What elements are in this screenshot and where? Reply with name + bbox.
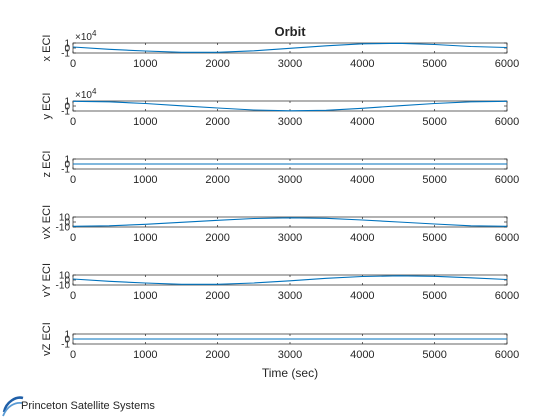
x-tick-label: 5000 [422,116,446,128]
y-tick-label: -1 [61,165,70,176]
x-tick-label: 5000 [422,232,446,244]
y-tick-label: -1 [61,49,70,60]
y-axis-label: vX ECI [41,205,53,239]
x-tick-label: 3000 [278,232,302,244]
x-axis-label: Time (sec) [262,366,318,380]
x-tick-label: 2000 [205,58,229,70]
orbit-swoosh-icon [2,396,24,417]
x-tick-label: 1000 [133,174,157,186]
series-line [72,42,508,53]
company-logo: Princeton Satellite Systems [2,392,182,418]
x-tick-label: 6000 [495,58,519,70]
y-exponent-power: 4 [92,87,97,96]
x-tick-label: 4000 [350,232,374,244]
y-tick-label: 1 [64,155,70,166]
x-tick-label: 0 [70,232,76,244]
x-tick-label: 1000 [133,290,157,302]
x-tick-label: 3000 [278,116,302,128]
x-tick-label: 1000 [133,232,157,244]
x-tick-label: 5000 [422,58,446,70]
x-tick-label: 0 [70,174,76,186]
y-tick-label: 0 [64,160,70,171]
x-tick-label: 2000 [205,174,229,186]
x-tick-label: 3000 [278,349,302,361]
x-tick-label: 0 [70,116,76,128]
x-tick-label: 4000 [350,290,374,302]
y-axis-label: vY ECI [41,263,53,297]
subplot-3: 0 1000 2000 3000 4000 5000 6000 10-1 z ECI [41,151,519,186]
x-tick-label: 4000 [350,174,374,186]
y-axis-label: x ECI [41,35,53,62]
x-tick-label: 6000 [495,349,519,361]
y-tick-label: 10 [59,213,71,224]
y-tick-label: 0 [64,335,70,346]
x-tick-label: 2000 [205,232,229,244]
x-tick-label: 0 [70,290,76,302]
y-tick-label: -1 [61,340,70,351]
x-tick-label: 6000 [495,174,519,186]
x-tick-label: 2000 [205,116,229,128]
y-tick-label: 1 [64,97,70,108]
y-tick-label: 0 [64,44,70,55]
x-tick-label: 3000 [278,58,302,70]
x-tick-label: 5000 [422,349,446,361]
x-tick-label: 1000 [133,349,157,361]
y-exponent-label: ×104 [75,29,97,43]
y-tick-label: 0 [64,102,70,113]
x-tick-label: 5000 [422,290,446,302]
x-tick-label: 6000 [495,232,519,244]
subplot-2: 0 1000 2000 3000 4000 5000 6000 10-1 y ECI ×104 [41,87,519,128]
y-tick-label: 0 [64,276,70,287]
series-line [72,217,508,227]
x-tick-label: 2000 [205,290,229,302]
x-tick-label: 4000 [350,116,374,128]
y-exponent-power: 4 [92,29,97,38]
x-tick-label: 3000 [278,290,302,302]
y-axis-label: z ECI [41,151,53,178]
x-tick-label: 5000 [422,174,446,186]
x-tick-label: 6000 [495,116,519,128]
y-tick-label: -1 [61,107,70,118]
y-axis-label: y ECI [41,93,53,120]
x-tick-label: 2000 [205,349,229,361]
subplot-1: 0 1000 2000 3000 4000 5000 6000 10-1 x ECI ×104 [41,29,519,70]
subplot-6: 0 1000 2000 3000 4000 5000 6000 10-1 vZ ECI Time … [41,322,519,380]
y-tick-label: -10 [56,223,71,234]
y-tick-label: 0 [64,218,70,229]
series-line [72,100,508,112]
logo-text: Princeton Satellite Systems [21,400,155,412]
y-tick-label: 1 [64,39,70,50]
y-axis-label: vZ ECI [41,322,53,356]
x-tick-label: 1000 [133,116,157,128]
y-tick-label: 1 [64,330,70,341]
x-tick-label: 0 [70,349,76,361]
y-exponent-label: ×104 [75,87,97,101]
x-tick-label: 6000 [495,290,519,302]
x-tick-label: 4000 [350,349,374,361]
x-tick-label: 3000 [278,174,302,186]
x-tick-label: 1000 [133,58,157,70]
figure-title: Orbit [274,24,306,39]
y-tick-label: -10 [56,281,71,292]
series-line [72,275,508,285]
x-tick-label: 4000 [350,58,374,70]
y-tick-label: 10 [59,271,71,282]
x-tick-label: 0 [70,58,76,70]
